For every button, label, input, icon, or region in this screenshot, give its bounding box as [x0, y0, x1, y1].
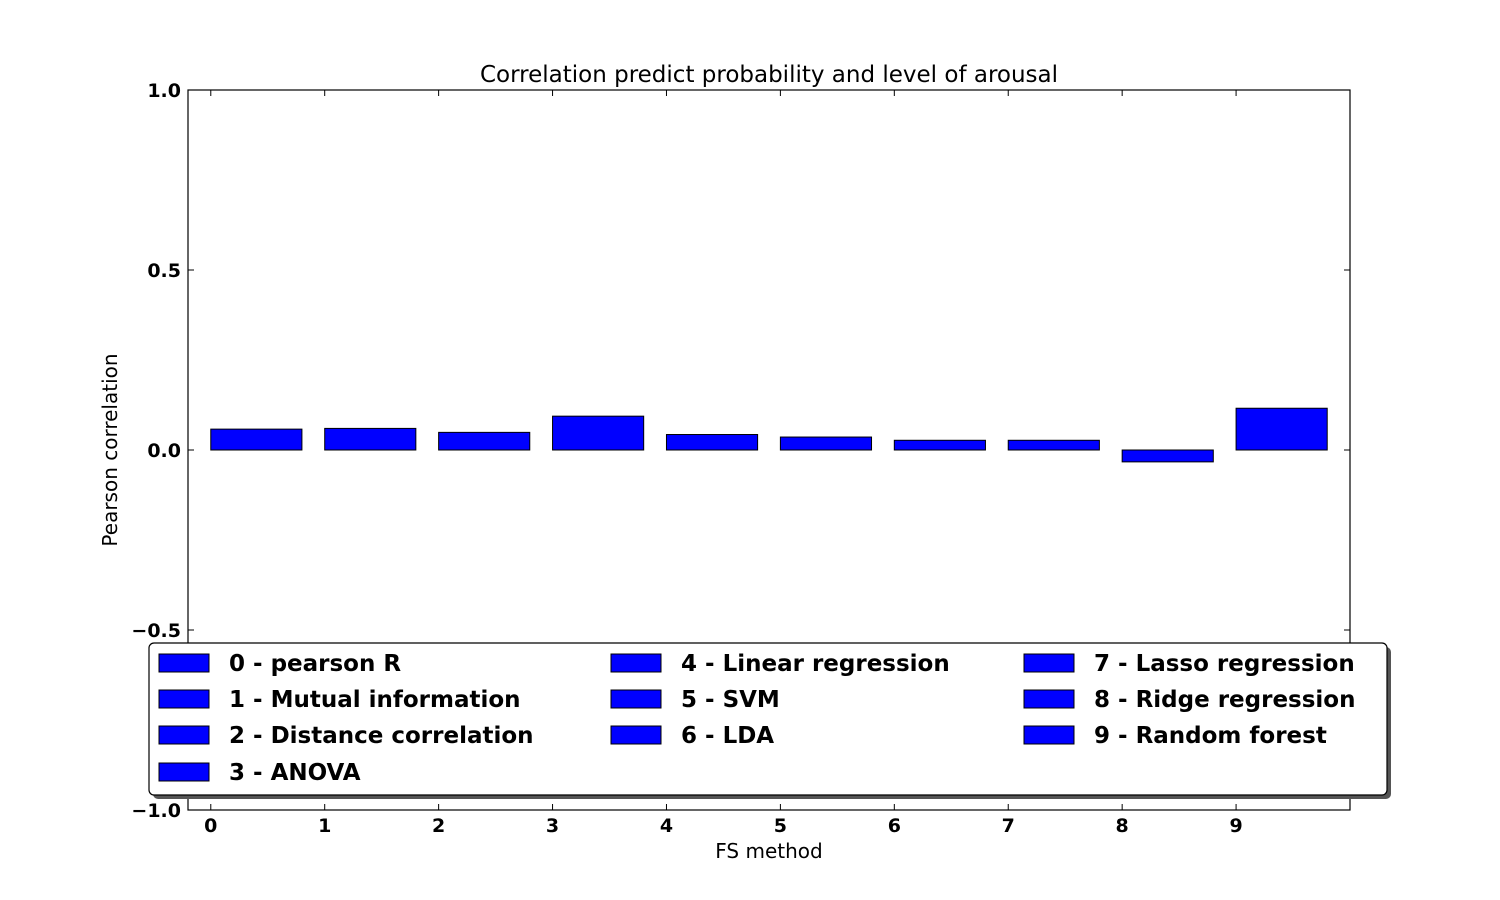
x-tick-label: 5 [774, 815, 787, 837]
legend-swatch [1023, 725, 1075, 745]
x-tick-label: 3 [546, 815, 559, 837]
legend-swatch [158, 653, 210, 673]
legend-swatch [1023, 653, 1075, 673]
legend-entry: 7 - Lasso regression [1094, 651, 1355, 677]
legend-swatch [610, 725, 662, 745]
legend-entry: 8 - Ridge regression [1094, 687, 1355, 713]
legend: 0 - pearson R 1 - Mutual information 2 - D… [148, 642, 1391, 799]
legend-entry: 9 - Random forest [1094, 723, 1327, 749]
legend-swatch [610, 689, 662, 709]
x-tick-label: 4 [660, 815, 673, 837]
x-tick-label: 6 [888, 815, 901, 837]
y-tick-label: −1.0 [131, 800, 181, 822]
legend-frame [148, 642, 1388, 796]
legend-entry: 0 - pearson R [229, 651, 401, 677]
legend-swatch [1023, 689, 1075, 709]
y-axis-title: Pearson correlation [98, 353, 122, 546]
legend-entry: 6 - LDA [681, 723, 774, 749]
legend-swatch [158, 689, 210, 709]
x-tick-label: 1 [318, 815, 331, 837]
bar-1 [324, 427, 417, 451]
y-tick-label: 1.0 [147, 80, 181, 102]
x-tick-label: 9 [1229, 815, 1242, 837]
bar-5 [779, 436, 873, 451]
y-tick-label: −0.5 [131, 620, 181, 642]
bar-7 [1007, 439, 1100, 451]
legend-entry: 1 - Mutual information [229, 687, 521, 713]
bar-8 [1121, 449, 1214, 463]
bar-2 [438, 431, 531, 451]
bar-4 [665, 434, 759, 451]
legend-entry: 5 - SVM [681, 687, 780, 713]
legend-swatch [158, 762, 210, 782]
bar-6 [893, 439, 986, 451]
bar-3 [552, 415, 645, 451]
x-tick-label: 2 [432, 815, 445, 837]
bar-0 [210, 428, 303, 451]
legend-entry: 2 - Distance correlation [229, 723, 534, 749]
y-tick-label: 0.5 [147, 260, 181, 282]
legend-entry: 3 - ANOVA [229, 760, 361, 786]
bar-9 [1235, 407, 1328, 451]
x-tick-label: 8 [1116, 815, 1129, 837]
legend-swatch [158, 725, 210, 745]
ticks-layer: 1.0 0.5 0.0 −0.5 −1.0 0 1 2 3 4 5 6 7 8 9 [131, 80, 1350, 837]
legend-entry: 4 - Linear regression [681, 651, 950, 677]
x-axis-title: FS method [715, 839, 822, 863]
legend-swatch [610, 653, 662, 673]
chart-title: Correlation predict probability and leve… [480, 62, 1058, 88]
bars-layer [210, 407, 1328, 463]
y-tick-label: 0.0 [147, 440, 181, 462]
x-tick-label: 0 [204, 815, 217, 837]
x-tick-label: 7 [1002, 815, 1015, 837]
